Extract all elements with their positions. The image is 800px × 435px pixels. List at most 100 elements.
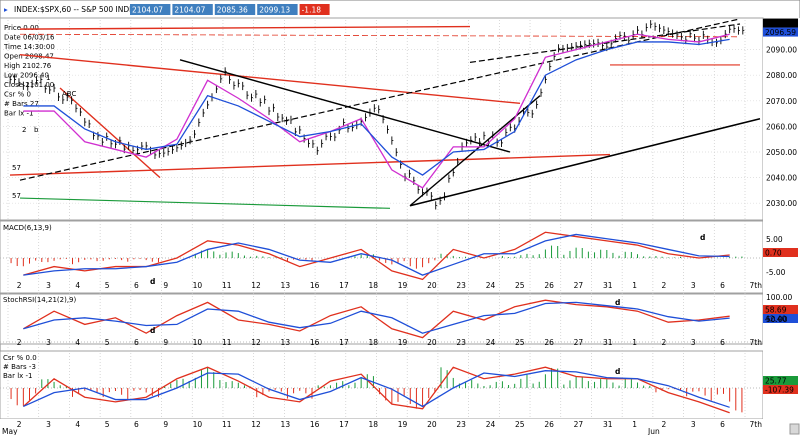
panel-macd: MACD(6,13,9) [0,220,764,294]
x-tick-panel-1-24: 6 [720,338,725,347]
x-tick-panel-0-12: 18 [368,281,378,290]
x-tick-panel-0-17: 25 [515,281,525,290]
quote-3: 2099.13 [259,6,290,15]
x-tick-panel-1-20: 31 [603,338,613,347]
x-tick-panel-0-21: 1 [632,281,637,290]
quote-2: 2085.36 [217,6,248,15]
x-tick-21: 1 [632,420,637,429]
x-tick-panel-1-22: 2 [662,338,667,347]
x-tick-20: 31 [603,420,613,429]
csr-line-slow [23,370,730,408]
series-line-1 [23,33,730,189]
x-tick-23: 3 [691,420,696,429]
x-tick-panel-1-12: 18 [368,338,378,347]
panel-price [0,17,764,221]
stochrsi-line-fast [23,299,730,339]
info-line-8: # Bars 27 [4,100,39,108]
x-month-jun: Jun [647,427,660,435]
badge-bg-3-0 [763,376,798,385]
trendline-1 [19,54,521,105]
x-tick-panel-1-5: 9 [163,338,168,347]
x-tick-8: 12 [251,420,261,429]
badge-0-0: 2099.06 [765,19,796,28]
x-tick-panel-1-19: 27 [574,338,584,347]
panel-csr-label3: Bar lx -1 [3,372,33,380]
info-line-6: Close 2101.00 [4,81,54,89]
x-tick-4: 6 [134,420,139,429]
x-tick-panel-0-9: 13 [281,281,291,290]
indicators [0,231,763,414]
trendline-4 [179,59,511,153]
x-tick-panel-0-4: 6 [134,281,139,290]
stochrsi-line-slow [23,301,730,334]
header-bar: ▸ INDEX:$SPX,60 -- S&P 500 INDEX 2104.07… [1,1,799,18]
quote-box-1 [172,4,213,15]
info-line-0: Price 0.00 [4,24,39,32]
x-tick-panel-0-14: 20 [427,281,437,290]
x-tick-12: 18 [368,420,378,429]
price-label-4: b [34,126,39,134]
x-tick-3: 5 [105,420,110,429]
x-tick-panel-0-0: 2 [17,281,22,290]
panel-stochrsi: StochRSI(14,21(2),9) [0,293,764,345]
x-tick-25: 7th [749,420,762,429]
scroll-handle[interactable] [789,423,800,435]
annotation-d-1: d [615,298,620,307]
y-tick-price-2: 2070.00 [766,97,797,106]
badge-2-1: 42.40 [765,315,787,324]
x-tick-17: 25 [515,420,525,429]
x-tick-panel-1-23: 3 [691,338,696,347]
trendline-2 [9,153,611,176]
csr-line-fast [22,366,730,414]
x-tick-7: 11 [222,420,232,429]
x-tick-panel-1-2: 4 [75,338,80,347]
x-tick-panel-0-1: 3 [46,281,51,290]
price-label-2: 1 [46,74,50,82]
x-tick-panel-1-8: 12 [251,338,261,347]
x-tick-0: 2 [17,420,22,429]
x-tick-22: 2 [662,420,667,429]
x-tick-9: 13 [281,420,291,429]
panel-macd-label: MACD(6,13,9) [3,224,52,232]
quote-4: -1.18 [302,6,322,15]
x-tick-panel-1-0: 2 [17,338,22,347]
y-tick-price-6: 2030.00 [766,199,797,208]
series-lines [23,33,730,189]
x-tick-5: 9 [163,420,168,429]
x-tick-panel-0-15: 23 [456,281,466,290]
x-tick-14: 20 [427,420,437,429]
badge-1-0: 0.70 [765,249,782,258]
x-tick-panel-1-18: 26 [544,338,554,347]
x-tick-panel-0-2: 4 [75,281,80,290]
trendline-9 [19,197,391,209]
x-tick-panel-0-23: 3 [691,281,696,290]
badge-2-0: 58.69 [765,306,787,315]
x-tick-11: 17 [339,420,349,429]
x-tick-panel-1-15: 23 [456,338,466,347]
x-tick-13: 19 [398,420,408,429]
x-tick-panel-1-16: 24 [486,338,496,347]
info-line-3: Open 2098.47 [4,53,54,61]
x-tick-panel-1-9: 13 [281,338,291,347]
badge-3-0: 25.77 [765,377,787,386]
x-tick-panel-0-24: 6 [720,281,725,290]
y-tick-price-5: 2040.00 [766,174,797,183]
panel-csr-label: Csr % 0.0 [3,354,37,362]
badge-bg-2-0 [763,305,798,314]
panel-csr-label2: # Bars -3 [3,363,36,371]
y-tick-stoch-0: 100.00 [766,293,792,302]
y-tick-macd-1: -5.00 [766,268,786,277]
x-axis: 2223334445556669991010101111111212121313… [0,281,800,435]
header-icon[interactable]: ▸ [4,5,8,14]
x-tick-panel-0-7: 11 [222,281,232,290]
info-box-bg [2,21,60,119]
annotation-d-3: d [150,277,155,286]
quote-box-2 [214,4,256,15]
x-tick-10: 16 [310,420,320,429]
x-tick-panel-0-5: 9 [163,281,168,290]
x-tick-panel-0-3: 5 [105,281,110,290]
annotation-d-2: d [615,367,620,376]
x-tick-18: 26 [544,420,554,429]
